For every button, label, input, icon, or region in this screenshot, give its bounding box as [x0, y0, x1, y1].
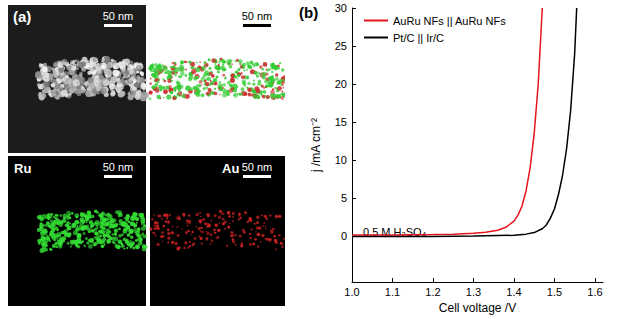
svg-text:1.3: 1.3	[466, 286, 481, 298]
svg-text:Ru: Ru	[14, 161, 31, 176]
svg-text:25: 25	[335, 40, 347, 52]
svg-text:1.0: 1.0	[344, 286, 359, 298]
svg-text:AuRu NFs || AuRu NFs: AuRu NFs || AuRu NFs	[393, 15, 506, 27]
svg-text:1.6: 1.6	[587, 286, 602, 298]
svg-text:1.1: 1.1	[385, 286, 400, 298]
svg-text:0: 0	[341, 230, 347, 242]
svg-text:15: 15	[335, 116, 347, 128]
svg-text:50 nm: 50 nm	[242, 161, 273, 173]
svg-text:1.2: 1.2	[425, 286, 440, 298]
svg-text:5: 5	[341, 192, 347, 204]
svg-text:10: 10	[335, 154, 347, 166]
svg-text:50 nm: 50 nm	[103, 161, 134, 173]
svg-text:(a): (a)	[13, 8, 31, 25]
svg-text:Cell voltage /V: Cell voltage /V	[439, 301, 516, 315]
svg-text:Au: Au	[222, 161, 239, 176]
svg-text:30: 30	[335, 2, 347, 14]
svg-text:50 nm: 50 nm	[103, 10, 134, 22]
svg-text:j /mA cm⁻²: j /mA cm⁻²	[309, 118, 323, 173]
svg-text:20: 20	[335, 78, 347, 90]
svg-text:Pt/C || Ir/C: Pt/C || Ir/C	[393, 32, 444, 44]
svg-text:(b): (b)	[299, 4, 318, 21]
svg-text:1.5: 1.5	[547, 286, 562, 298]
svg-text:1.4: 1.4	[506, 286, 521, 298]
svg-text:0.5 M H₂SO₄: 0.5 M H₂SO₄	[363, 225, 427, 238]
svg-text:50 nm: 50 nm	[242, 10, 273, 22]
